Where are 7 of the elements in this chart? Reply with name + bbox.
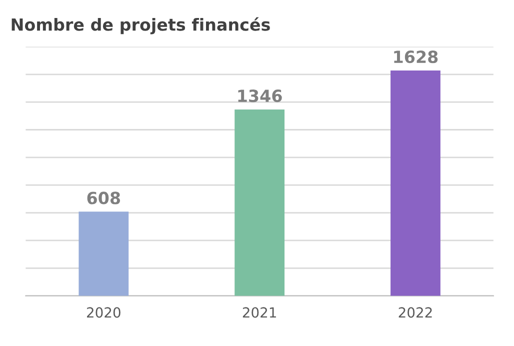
data-label: 1346 <box>238 90 282 102</box>
data-label: 1628 <box>394 50 438 64</box>
chart-title: Nombre de projets financés <box>12 17 270 34</box>
data-label: 608 <box>87 192 120 204</box>
x-tick-label: 2022 <box>398 307 432 318</box>
x-tick-label: 2021 <box>242 307 276 318</box>
x-tick-label: 2020 <box>87 307 120 318</box>
